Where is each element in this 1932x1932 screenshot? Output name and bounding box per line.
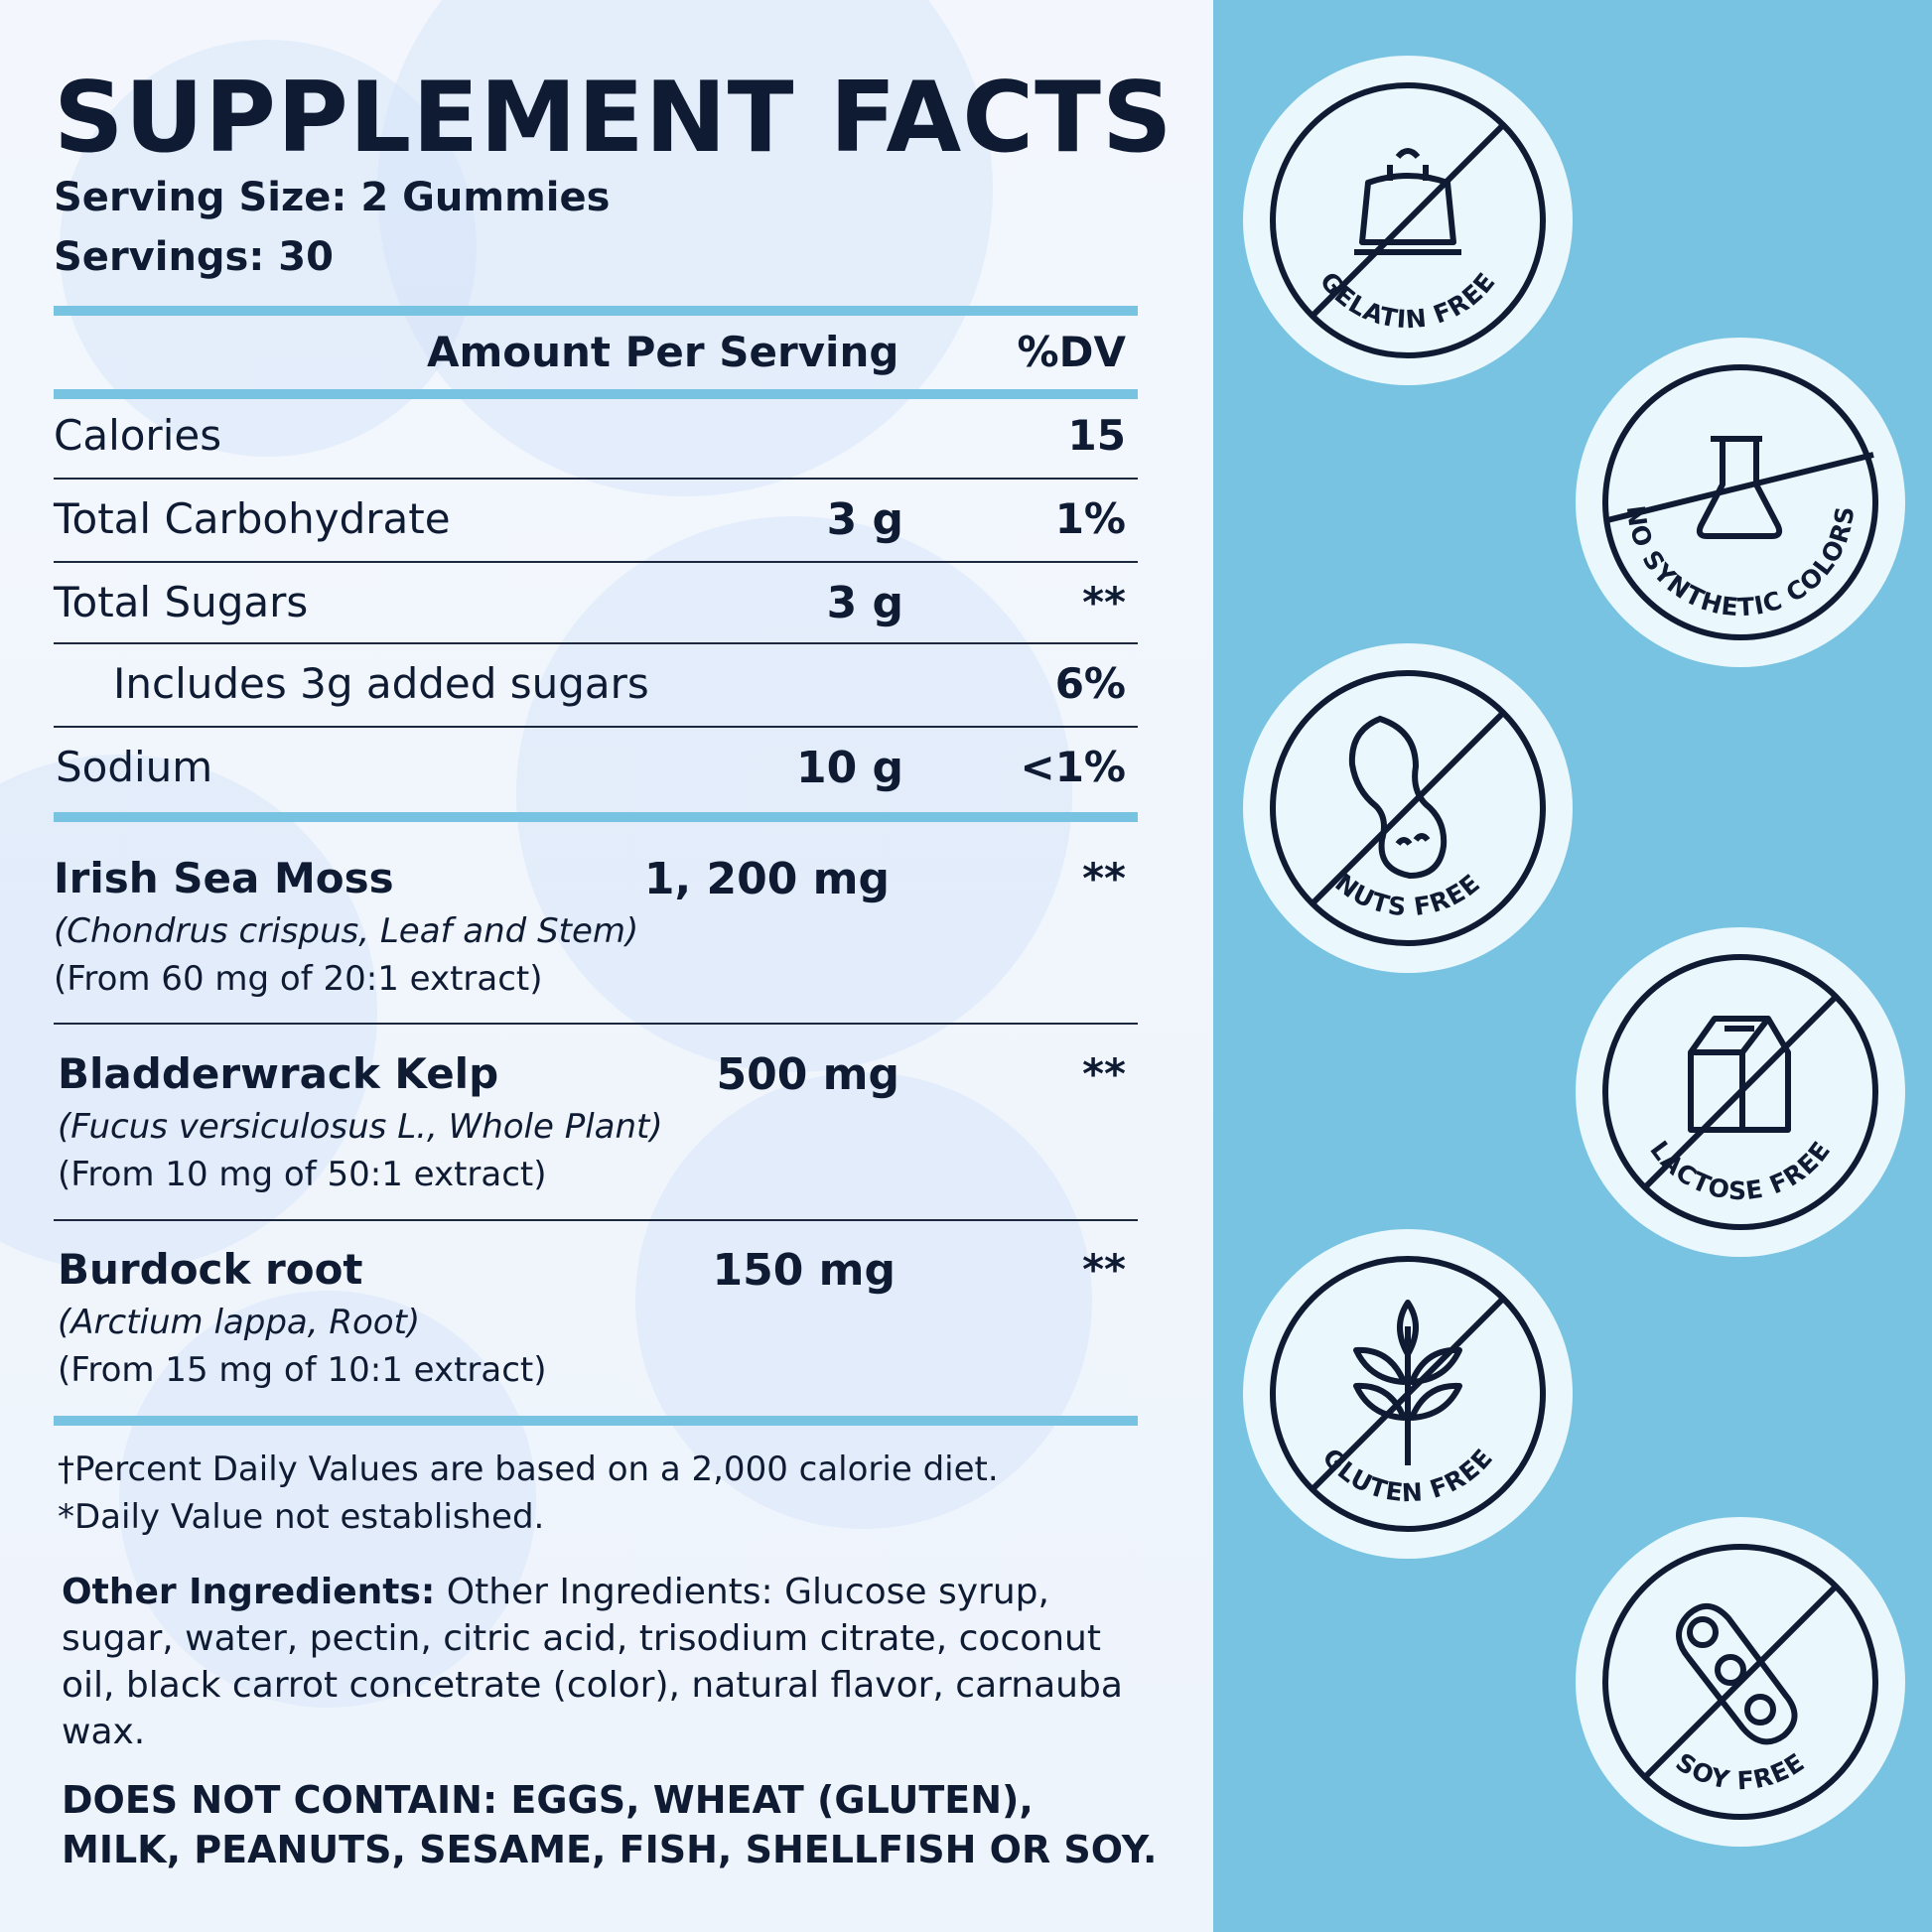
- divider-thin: [54, 561, 1138, 563]
- nutrient-dv: 1%: [1054, 494, 1126, 543]
- badge-gelatin-free: GELATIN FREE: [1241, 54, 1575, 387]
- badge-gluten-free: GLUTEN FREE: [1241, 1227, 1575, 1561]
- nutrient-name: Sodium: [56, 743, 213, 791]
- ingredient-dv: **: [1082, 854, 1126, 902]
- divider-thin: [54, 726, 1138, 728]
- ingredient-amount: 150 mg: [712, 1245, 896, 1296]
- servings-count: Servings: 30: [54, 234, 334, 280]
- dv-header: %DV: [1017, 328, 1126, 376]
- nutrient-name: Calories: [54, 411, 222, 460]
- divider-thick: [54, 389, 1138, 399]
- nutrient-dv: 15: [1067, 411, 1126, 460]
- nutrient-dv: <1%: [1020, 743, 1127, 791]
- divider-thick: [54, 1416, 1138, 1426]
- flask-icon: [1696, 436, 1783, 539]
- badge-nuts-free: NUTS FREE: [1241, 641, 1575, 975]
- badge-no-synthetic-colors: NO SYNTHETIC COLORS: [1574, 336, 1907, 669]
- ingredient-latin: (Fucus versiculosus L., Whole Plant): [58, 1107, 663, 1147]
- other-ingredients-text: Other Ingredients: Glucose syrup, sugar,…: [62, 1572, 1123, 1752]
- ingredient-extract: (From 60 mg of 20:1 extract): [54, 959, 543, 999]
- soybean-icon: [1676, 1603, 1798, 1745]
- nutrient-dv: **: [1082, 578, 1126, 626]
- divider-thick: [54, 306, 1138, 316]
- badge-lactose-free: LACTOSE FREE: [1574, 925, 1907, 1259]
- divider-thick: [54, 812, 1138, 822]
- serving-size: Serving Size: 2 Gummies: [54, 175, 611, 220]
- ingredient-dv: **: [1082, 1245, 1126, 1294]
- divider-thin: [54, 478, 1138, 480]
- not-established-footnote: *Daily Value not established.: [58, 1497, 545, 1537]
- ingredient-latin: (Arctium lappa, Root): [58, 1303, 421, 1342]
- ingredient-name: Irish Sea Moss: [54, 854, 394, 902]
- milk-carton-icon: [1688, 1016, 1791, 1133]
- nutrient-name: Includes 3g added sugars: [113, 659, 649, 708]
- ingredient-name: Burdock root: [58, 1245, 363, 1294]
- nutrient-name: Total Sugars: [54, 578, 309, 626]
- divider-thin: [54, 642, 1138, 644]
- nutrient-amount: 3 g: [826, 494, 903, 545]
- nutrient-amount: 3 g: [826, 578, 903, 628]
- ingredient-extract: (From 10 mg of 50:1 extract): [58, 1155, 547, 1194]
- ingredient-dv: **: [1082, 1049, 1126, 1098]
- ingredient-extract: (From 15 mg of 10:1 extract): [58, 1350, 547, 1390]
- peanut-icon: [1348, 715, 1448, 880]
- page-title: SUPPLEMENT FACTS: [54, 62, 1173, 175]
- ingredient-amount: 1, 200 mg: [643, 854, 890, 904]
- ingredient-name: Bladderwrack Kelp: [58, 1049, 499, 1098]
- divider-thin: [54, 1023, 1138, 1025]
- facts-panel: [0, 0, 1213, 1932]
- gelatin-icon: [1354, 148, 1461, 255]
- amount-per-serving-header: Amount Per Serving: [427, 328, 899, 376]
- other-ingredients: Other Ingredients: Other Ingredients: Gl…: [62, 1569, 1164, 1755]
- other-ingredients-label: Other Ingredients:: [62, 1572, 436, 1612]
- divider-thin: [54, 1219, 1138, 1221]
- dv-footnote: †Percent Daily Values are based on a 2,0…: [58, 1449, 999, 1489]
- wheat-icon: [1353, 1300, 1462, 1465]
- badge-soy-free: SOY FREE: [1574, 1515, 1907, 1849]
- nutrient-amount: 10 g: [795, 743, 903, 793]
- ingredient-latin: (Chondrus crispus, Leaf and Stem): [54, 911, 639, 951]
- nutrient-dv: 6%: [1054, 659, 1126, 708]
- nutrient-name: Total Carbohydrate: [54, 494, 451, 543]
- ingredient-amount: 500 mg: [716, 1049, 899, 1100]
- does-not-contain: DOES NOT CONTAIN: EGGS, WHEAT (GLUTEN), …: [62, 1778, 1158, 1871]
